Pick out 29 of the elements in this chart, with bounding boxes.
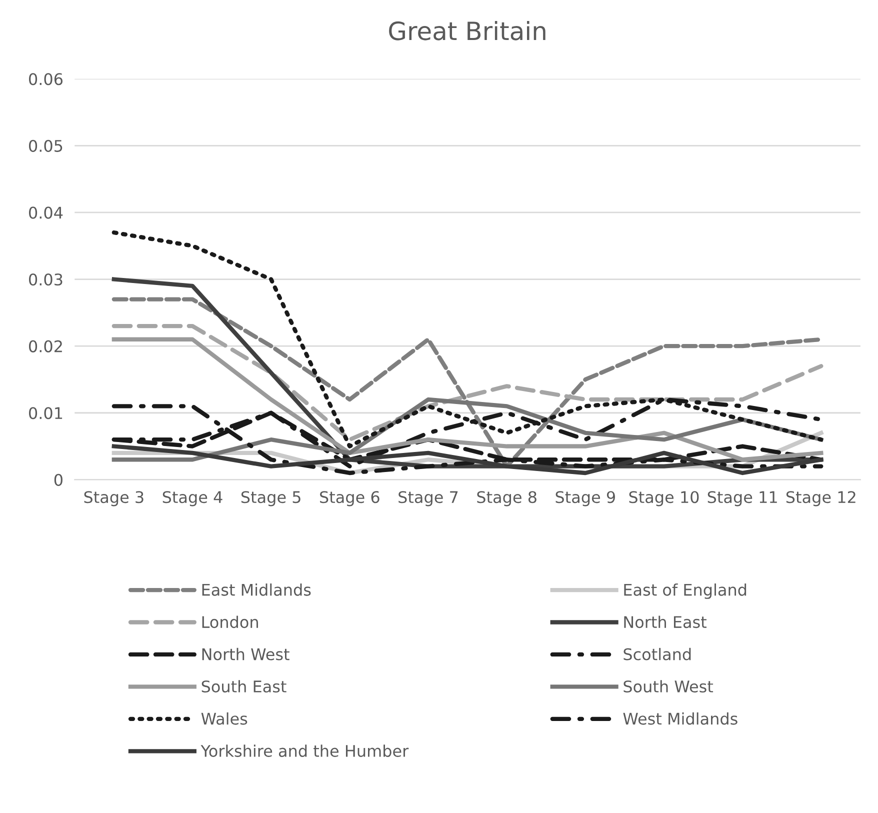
x-tick-label: Stage 8 (477, 491, 536, 506)
x-tick-label: Stage 9 (556, 491, 615, 506)
y-tick-label: 0.04 (29, 206, 63, 219)
legend-label: London (202, 616, 258, 628)
legend-label: Scotland (624, 648, 691, 660)
x-tick-label: Stage 11 (708, 491, 777, 506)
x-tick-label: Stage 6 (320, 491, 380, 506)
legend-label: North West (202, 648, 290, 660)
legend-label: West Midlands (623, 712, 738, 725)
x-tick-label: Stage 5 (241, 491, 300, 506)
y-tick-label: 0.02 (29, 340, 62, 352)
y-tick-label: 0 (54, 474, 62, 486)
x-tick-label: Stage 10 (629, 491, 699, 506)
legend-label: East of England (624, 583, 746, 599)
y-tick-label: 0.05 (29, 140, 62, 152)
legend-label: Wales (201, 712, 248, 725)
legend-label: Yorkshire and the Humber (200, 744, 409, 757)
legend-label: South East (202, 680, 286, 693)
y-tick-label: 0.06 (29, 73, 63, 86)
y-tick-label: 0.01 (29, 407, 62, 420)
x-tick-label: Stage 4 (162, 491, 222, 506)
x-tick-label: Stage 3 (84, 491, 144, 506)
legend-label: North East (624, 616, 706, 628)
legend-label: East Midlands (202, 583, 311, 596)
x-tick-label: Stage 7 (398, 491, 458, 506)
x-tick-label: Stage 12 (786, 491, 856, 506)
chart-title: Great Britain (389, 20, 546, 40)
legend-label: South West (624, 680, 714, 693)
y-tick-label: 0.03 (29, 273, 62, 286)
